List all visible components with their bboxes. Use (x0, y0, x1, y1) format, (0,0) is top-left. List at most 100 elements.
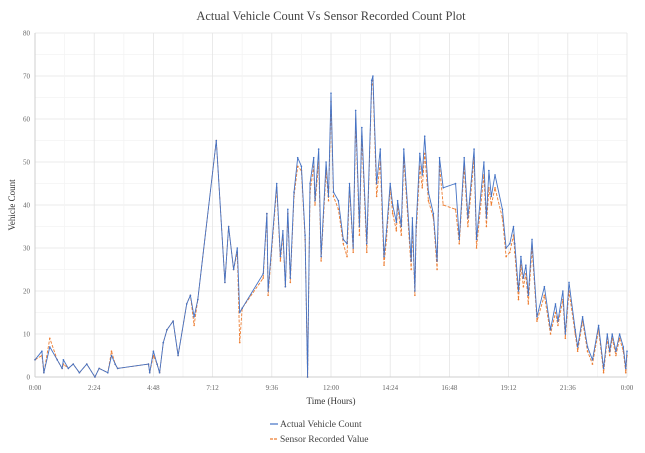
data-point-actual (34, 359, 36, 361)
data-point-actual (615, 350, 617, 353)
data-point-actual (61, 367, 63, 370)
data-point-actual (463, 156, 466, 159)
data-point-actual (354, 109, 357, 112)
data-point-actual (314, 199, 316, 202)
data-point-actual (419, 152, 421, 155)
x-tick-label: 2:24 (88, 384, 101, 392)
data-point-actual (505, 247, 507, 249)
data-point-actual (467, 217, 469, 219)
y-tick-label: 70 (23, 73, 31, 81)
data-point-actual (624, 367, 627, 370)
x-tick-label: 4:48 (147, 384, 160, 392)
data-point-actual (62, 359, 65, 361)
data-point-sensor (467, 225, 469, 228)
data-point-actual (110, 354, 113, 357)
data-point-actual (576, 346, 579, 348)
data-point-actual (41, 350, 43, 353)
data-point-sensor (383, 264, 385, 267)
data-point-actual (162, 341, 165, 344)
data-point-actual (527, 294, 530, 297)
data-point-actual (296, 156, 299, 159)
x-tick-label: 0:00 (621, 384, 634, 392)
data-point-actual (520, 255, 522, 258)
data-point-actual (116, 367, 119, 370)
data-point-sensor (358, 234, 361, 236)
data-point-actual (391, 204, 394, 206)
data-point-actual (581, 316, 584, 318)
data-point-actual (611, 333, 613, 335)
data-point-sensor (494, 187, 496, 189)
data-point-actual (158, 371, 161, 374)
data-point-actual (622, 346, 625, 348)
data-point-actual (172, 320, 174, 322)
data-point-actual (114, 363, 116, 365)
data-point-actual (574, 328, 576, 331)
data-point-actual (473, 148, 475, 150)
data-point-actual (513, 242, 516, 245)
data-point-actual (525, 264, 527, 267)
data-point-actual (501, 208, 504, 211)
data-point-actual (522, 277, 525, 279)
data-point-actual (517, 290, 520, 292)
data-point-sensor (314, 204, 316, 206)
data-point-sensor (289, 281, 292, 284)
data-point-actual (432, 212, 435, 215)
y-tick-label: 20 (23, 288, 31, 296)
data-point-sensor (517, 298, 520, 301)
x-tick-label: 0:00 (29, 384, 42, 392)
data-point-sensor (488, 187, 490, 189)
data-point-actual (43, 371, 45, 374)
data-point-actual (509, 242, 511, 245)
data-point-actual (389, 182, 392, 185)
data-point-sensor (320, 260, 322, 262)
data-point-actual (227, 225, 230, 228)
data-point-actual (215, 139, 218, 142)
data-point-actual (494, 174, 496, 176)
data-point-sensor (414, 294, 416, 297)
data-point-actual (284, 285, 287, 288)
data-point-actual (490, 195, 493, 198)
data-point-actual (531, 238, 533, 241)
data-point-actual (549, 328, 552, 331)
data-point-actual (147, 363, 150, 365)
data-point-actual (427, 191, 430, 193)
data-point-actual (236, 247, 239, 249)
data-point-actual (361, 126, 363, 129)
data-point-sensor (391, 212, 394, 215)
data-point-actual (485, 217, 488, 219)
data-point-actual (306, 376, 309, 378)
series-actual (34, 75, 628, 378)
data-point-actual (554, 303, 557, 305)
data-point-sensor (475, 247, 478, 249)
data-point-sensor (327, 199, 330, 202)
data-point-actual (385, 230, 388, 232)
data-point-sensor (421, 187, 424, 189)
data-point-actual (372, 75, 374, 77)
data-point-actual (98, 367, 100, 370)
data-point-sensor (543, 294, 546, 297)
data-point-sensor (624, 371, 627, 374)
data-point-sensor (423, 152, 426, 155)
y-tick-label: 60 (23, 116, 31, 124)
data-point-actual (352, 247, 355, 249)
y-axis-label: Vehicle Count (7, 179, 17, 231)
data-point-actual (608, 350, 611, 353)
legend-label-sensor: Sensor Recorded Value (280, 435, 368, 445)
data-point-sensor (557, 324, 559, 327)
data-point-actual (606, 333, 609, 335)
y-tick-label: 80 (23, 30, 31, 38)
data-point-actual (267, 290, 269, 292)
data-point-actual (300, 165, 303, 168)
data-point-actual (395, 221, 398, 223)
data-point-actual (365, 242, 368, 245)
data-point-actual (358, 225, 361, 228)
data-point-sensor (332, 195, 335, 198)
data-point-actual (421, 174, 424, 176)
data-point-sensor (346, 255, 348, 258)
data-point-actual (562, 290, 564, 292)
data-point-actual (56, 359, 58, 361)
x-tick-label: 9:36 (266, 384, 279, 392)
data-point-actual (536, 316, 538, 318)
data-point-actual (438, 156, 441, 159)
